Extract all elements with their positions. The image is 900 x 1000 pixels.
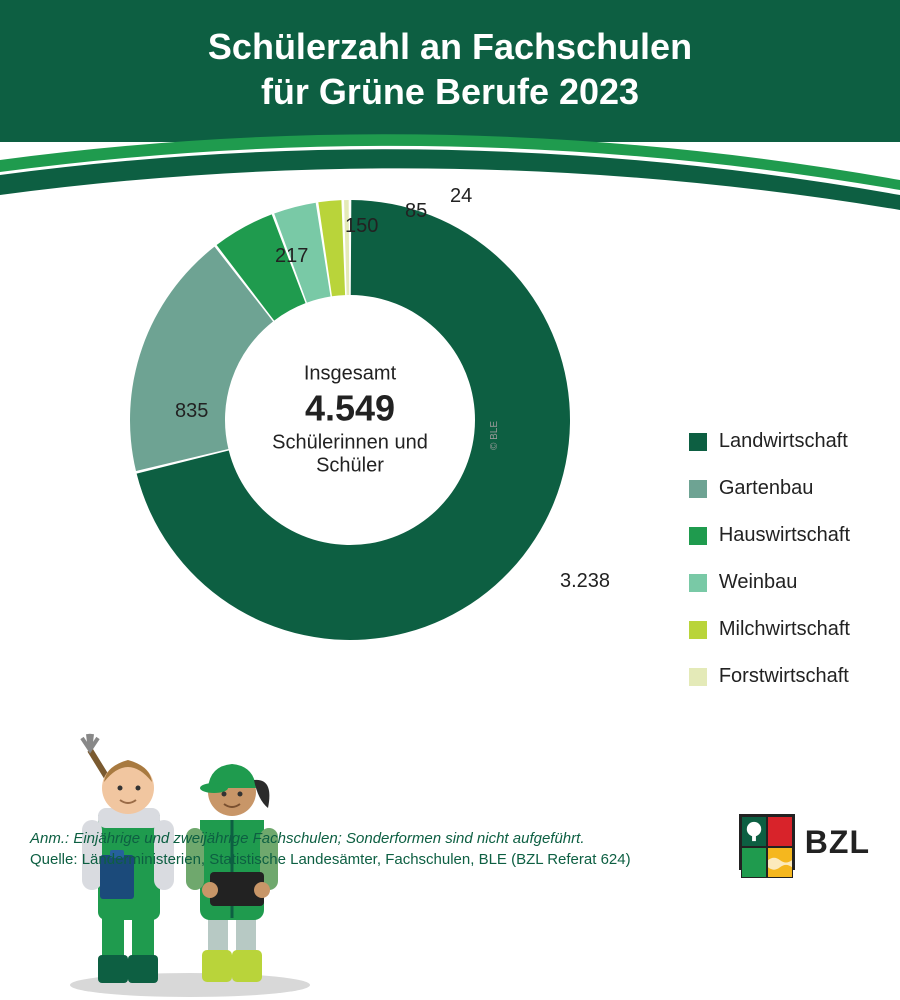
slice-value-label: 835 (175, 400, 208, 423)
slice-value-label: 150 (345, 215, 378, 238)
chart-area: Insgesamt 4.549 Schülerinnen und Schüler… (0, 170, 900, 770)
footer-source: Quelle: Länderministerien, Statistische … (30, 849, 631, 870)
legend-swatch (689, 433, 707, 451)
header: Schülerzahl an Fachschulen für Grüne Ber… (0, 0, 900, 142)
legend-item: Milchwirtschaft (689, 618, 850, 641)
bzl-logo: BZL (739, 814, 870, 870)
legend-item: Landwirtschaft (689, 430, 850, 453)
title-line-2: für Grüne Berufe 2023 (261, 71, 639, 112)
legend-swatch (689, 527, 707, 545)
legend-label: Forstwirtschaft (719, 665, 849, 688)
footer: Anm.: Einjährige und zweijährige Fachsch… (30, 828, 631, 870)
center-top: Insgesamt (250, 363, 450, 386)
legend-label: Gartenbau (719, 477, 814, 500)
footer-note: Anm.: Einjährige und zweijährige Fachsch… (30, 828, 631, 849)
legend-label: Hauswirtschaft (719, 524, 850, 547)
slice-value-label: 3.238 (560, 570, 610, 593)
legend-label: Weinbau (719, 571, 798, 594)
page-title: Schülerzahl an Fachschulen für Grüne Ber… (20, 24, 880, 114)
donut-chart: Insgesamt 4.549 Schülerinnen und Schüler… (130, 200, 570, 640)
legend-swatch (689, 668, 707, 686)
slice-value-label: 24 (450, 185, 472, 208)
legend-item: Forstwirtschaft (689, 665, 850, 688)
legend-item: Gartenbau (689, 477, 850, 500)
legend-label: Landwirtschaft (719, 430, 848, 453)
legend-swatch (689, 480, 707, 498)
slice-value-label: 85 (405, 200, 427, 223)
center-total: 4.549 (250, 388, 450, 430)
center-label: Insgesamt 4.549 Schülerinnen und Schüler (250, 363, 450, 478)
legend-label: Milchwirtschaft (719, 618, 850, 641)
slice-value-label: 217 (275, 245, 308, 268)
legend-swatch (689, 621, 707, 639)
logo-text: BZL (805, 824, 870, 861)
legend-swatch (689, 574, 707, 592)
title-line-1: Schülerzahl an Fachschulen (208, 26, 692, 67)
legend-item: Weinbau (689, 571, 850, 594)
center-bottom: Schülerinnen und Schüler (250, 432, 450, 478)
legend: Landwirtschaft Gartenbau Hauswirtschaft Wei… (689, 430, 850, 688)
logo-icon (739, 814, 795, 870)
legend-item: Hauswirtschaft (689, 524, 850, 547)
copyright-mark: © BLE (489, 421, 500, 450)
